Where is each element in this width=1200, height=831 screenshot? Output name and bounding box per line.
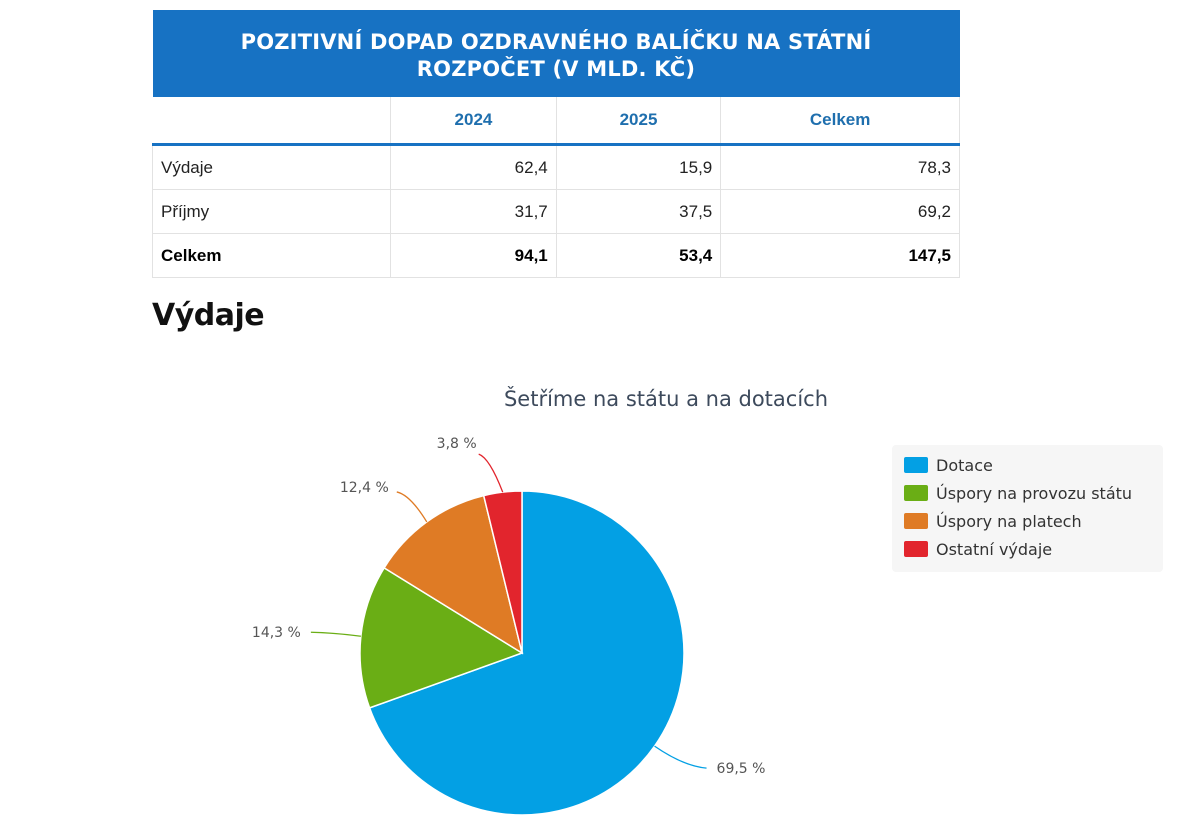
column-header-2024: 2024 xyxy=(390,97,557,146)
cell-value: 94,1 xyxy=(390,233,557,278)
table-title: POZITIVNÍ DOPAD OZDRAVNÉHO BALÍČKU NA ST… xyxy=(240,29,872,81)
cell-value: 69,2 xyxy=(720,189,960,234)
slice-data-label: 69,5 % xyxy=(717,761,766,777)
legend-item-label[interactable]: Úspory na platech xyxy=(936,512,1082,531)
pie-slices xyxy=(359,490,685,816)
column-header-2025: 2025 xyxy=(556,97,722,146)
slice-data-label: 14,3 % xyxy=(252,625,301,641)
cell-value: 147,5 xyxy=(720,233,960,278)
slice-connector xyxy=(310,631,361,637)
cell-value: 37,5 xyxy=(555,189,722,234)
table-column-header-row: 2024 2025 Celkem xyxy=(152,97,960,146)
budget-impact-table: POZITIVNÍ DOPAD OZDRAVNÉHO BALÍČKU NA ST… xyxy=(151,10,960,278)
slice-data-label: 3,8 % xyxy=(437,436,477,452)
legend-background xyxy=(892,445,1163,572)
slice-data-label: 12,4 % xyxy=(340,480,389,496)
legend-swatch xyxy=(904,485,928,501)
table-row-expenses: Výdaje 62,4 15,9 78,3 xyxy=(151,144,960,190)
table-row-total: Celkem 94,1 53,4 147,5 xyxy=(151,233,960,278)
legend-item-label[interactable]: Ostatní výdaje xyxy=(936,540,1052,559)
section-heading: Výdaje xyxy=(152,298,265,333)
slice-connector xyxy=(478,453,504,493)
pie-slice[interactable] xyxy=(368,490,685,816)
column-header-total: Celkem xyxy=(720,97,960,146)
table-row-revenues: Příjmy 31,7 37,5 69,2 xyxy=(151,189,960,234)
legend-swatch xyxy=(904,513,928,529)
legend-swatch xyxy=(904,457,928,473)
row-label: Celkem xyxy=(151,233,392,278)
cell-value: 62,4 xyxy=(390,144,557,190)
pie-labels: 69,5 % 14,3 % 12,4 % 3,8 % xyxy=(252,436,766,777)
legend-item-label[interactable]: Úspory na provozu státu xyxy=(936,484,1132,503)
pie-slice[interactable] xyxy=(482,490,523,654)
legend-swatch xyxy=(904,541,928,557)
table-title-cell: POZITIVNÍ DOPAD OZDRAVNÉHO BALÍČKU NA ST… xyxy=(152,10,960,97)
row-label: Výdaje xyxy=(151,144,392,190)
legend-item-label[interactable]: Dotace xyxy=(936,456,993,475)
cell-value: 15,9 xyxy=(555,144,722,190)
column-header-blank xyxy=(152,97,392,146)
slice-connector xyxy=(654,745,707,769)
chart-title: Šetříme na státu a na dotacích xyxy=(504,386,828,411)
chart-legend[interactable]: Dotace Úspory na provozu státu Úspory na p… xyxy=(892,445,1163,572)
cell-value: 53,4 xyxy=(555,233,722,278)
pie-slice[interactable] xyxy=(383,494,524,655)
slice-connector xyxy=(396,491,428,523)
